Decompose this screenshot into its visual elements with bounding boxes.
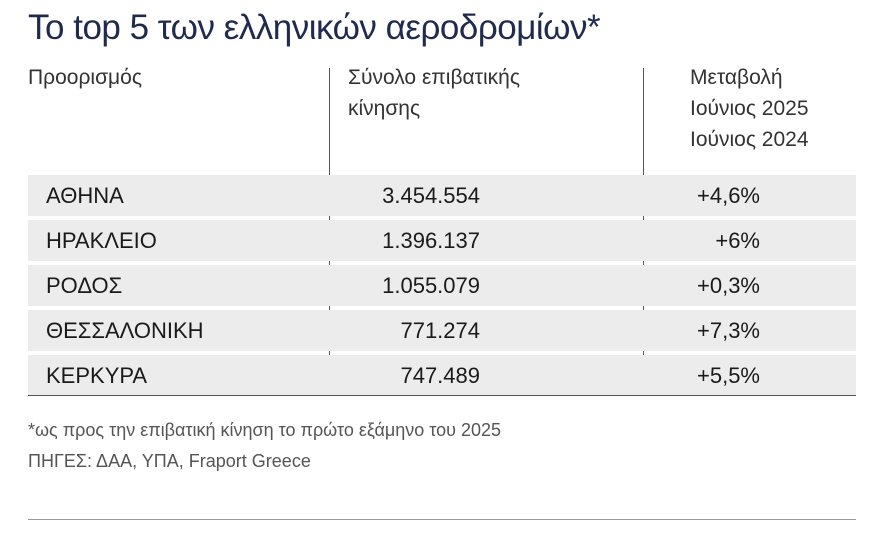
table-row: ΗΡΑΚΛΕΙΟ 1.396.137 +6% [28, 220, 856, 261]
table-row: ΚΕΡΚΥΡΑ 747.489 +5,5% [28, 355, 856, 396]
change-percent: +0,3% [697, 273, 760, 298]
header-total-line2: κίνησης [348, 97, 421, 120]
passenger-total: 3.454.554 [382, 183, 480, 208]
airport-name: ΘΕΣΣΑΛΟΝΙΚΗ [46, 318, 204, 343]
header-change-line3: Ιούνιος 2024 [690, 128, 809, 151]
passenger-total: 747.489 [400, 363, 480, 388]
airport-name: ΑΘΗΝΑ [46, 183, 124, 208]
table-bottom-rule [28, 395, 856, 396]
change-percent: +4,6% [697, 183, 760, 208]
header-change: Μεταβολή Ιούνιος 2025 Ιούνιος 2024 [690, 62, 850, 155]
page-title: Το top 5 των ελληνικών αεροδρομίων* [28, 8, 601, 47]
header-change-line2: Ιούνιος 2025 [690, 97, 809, 120]
passenger-total: 1.055.079 [382, 273, 480, 298]
table-row: ΡΟΔΟΣ 1.055.079 +0,3% [28, 265, 856, 306]
airport-name: ΚΕΡΚΥΡΑ [46, 363, 148, 388]
change-percent: +6% [715, 228, 760, 253]
footer-divider [28, 519, 856, 520]
passenger-total: 771.274 [400, 318, 480, 343]
change-percent: +5,5% [697, 363, 760, 388]
header-change-line1: Μεταβολή [690, 66, 783, 89]
airport-table: ΑΘΗΝΑ 3.454.554 +4,6% ΗΡΑΚΛΕΙΟ 1.396.137… [28, 175, 856, 396]
sources: ΠΗΓΕΣ: ΔΑΑ, ΥΠΑ, Fraport Greece [28, 451, 311, 471]
passenger-total: 1.396.137 [382, 228, 480, 253]
header-total-line1: Σύνολο επιβατικής [348, 66, 520, 89]
change-percent: +7,3% [697, 318, 760, 343]
header-total: Σύνολο επιβατικής κίνησης [348, 62, 618, 124]
airport-name: ΗΡΑΚΛΕΙΟ [46, 228, 157, 253]
table-row: ΘΕΣΣΑΛΟΝΙΚΗ 771.274 +7,3% [28, 310, 856, 351]
header-destination: Προορισμός [28, 62, 142, 93]
header-destination-label: Προορισμός [28, 66, 142, 89]
table-row: ΑΘΗΝΑ 3.454.554 +4,6% [28, 175, 856, 216]
airport-name: ΡΟΔΟΣ [46, 273, 123, 298]
footnote: *ως προς την επιβατική κίνηση το πρώτο ε… [28, 420, 502, 440]
